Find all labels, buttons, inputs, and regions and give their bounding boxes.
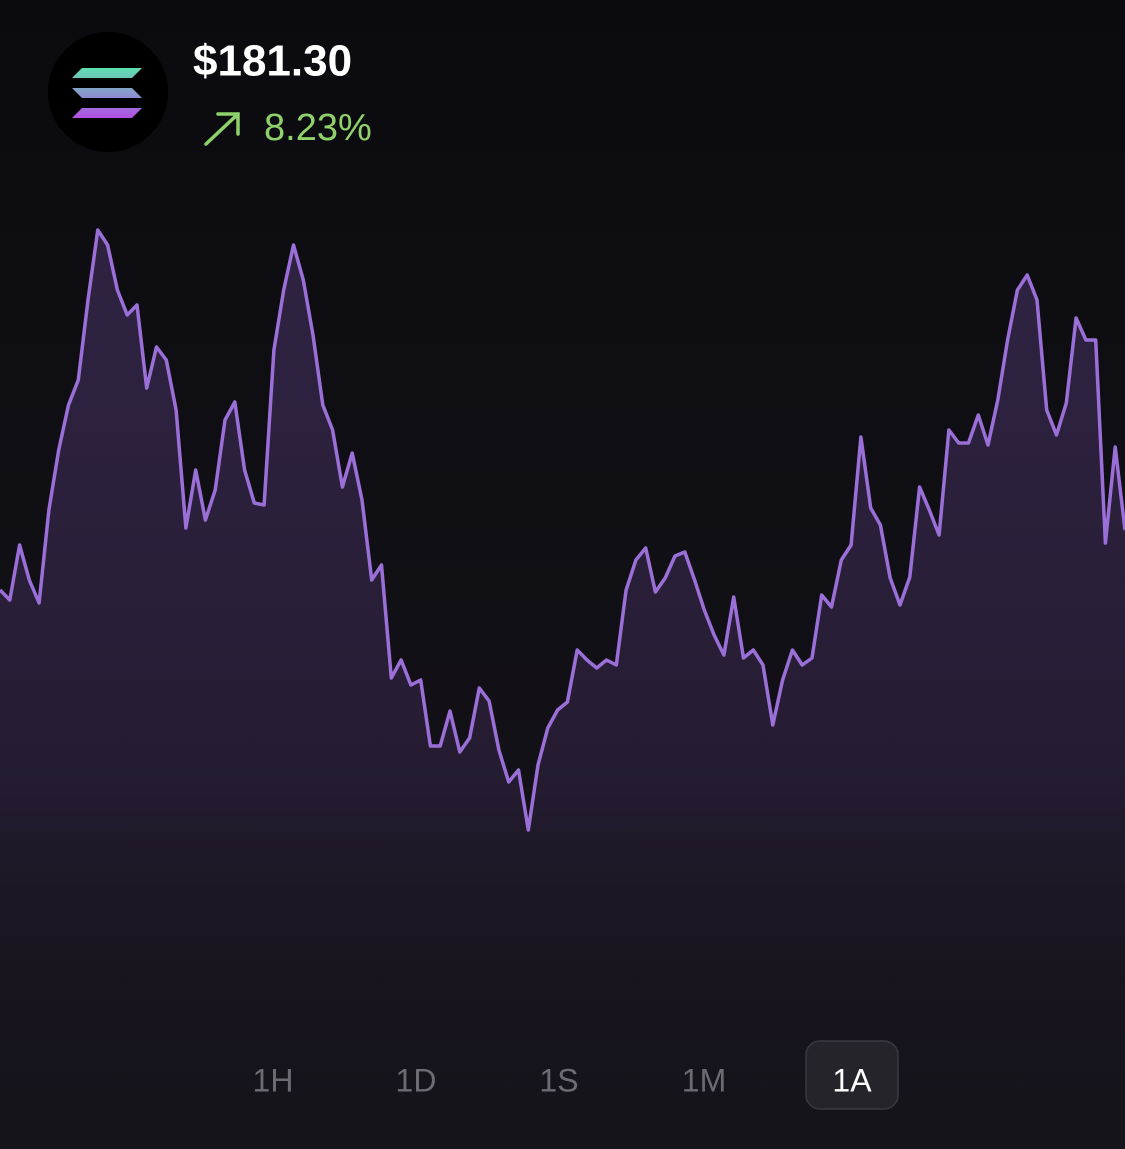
area-fill <box>0 230 1125 1149</box>
up-arrow-icon <box>204 112 240 146</box>
price-line <box>0 228 1125 832</box>
price: $181.30 <box>193 37 352 86</box>
selected-tab-bg <box>805 1040 899 1110</box>
timeframe-tabs: 1H 1D 1S 1M 1A <box>253 1040 899 1110</box>
timeframe-tab[interactable]: 1S <box>539 1062 578 1098</box>
change-percent: 8.23% <box>264 107 372 149</box>
timeframe-tab[interactable]: 1A <box>832 1062 872 1098</box>
timeframe-tab[interactable]: 1H <box>253 1062 294 1098</box>
timeframe-tab[interactable]: 1D <box>396 1062 437 1098</box>
logo <box>48 32 168 152</box>
chart <box>0 228 1125 1149</box>
timeframe-tab[interactable]: 1M <box>682 1062 726 1098</box>
